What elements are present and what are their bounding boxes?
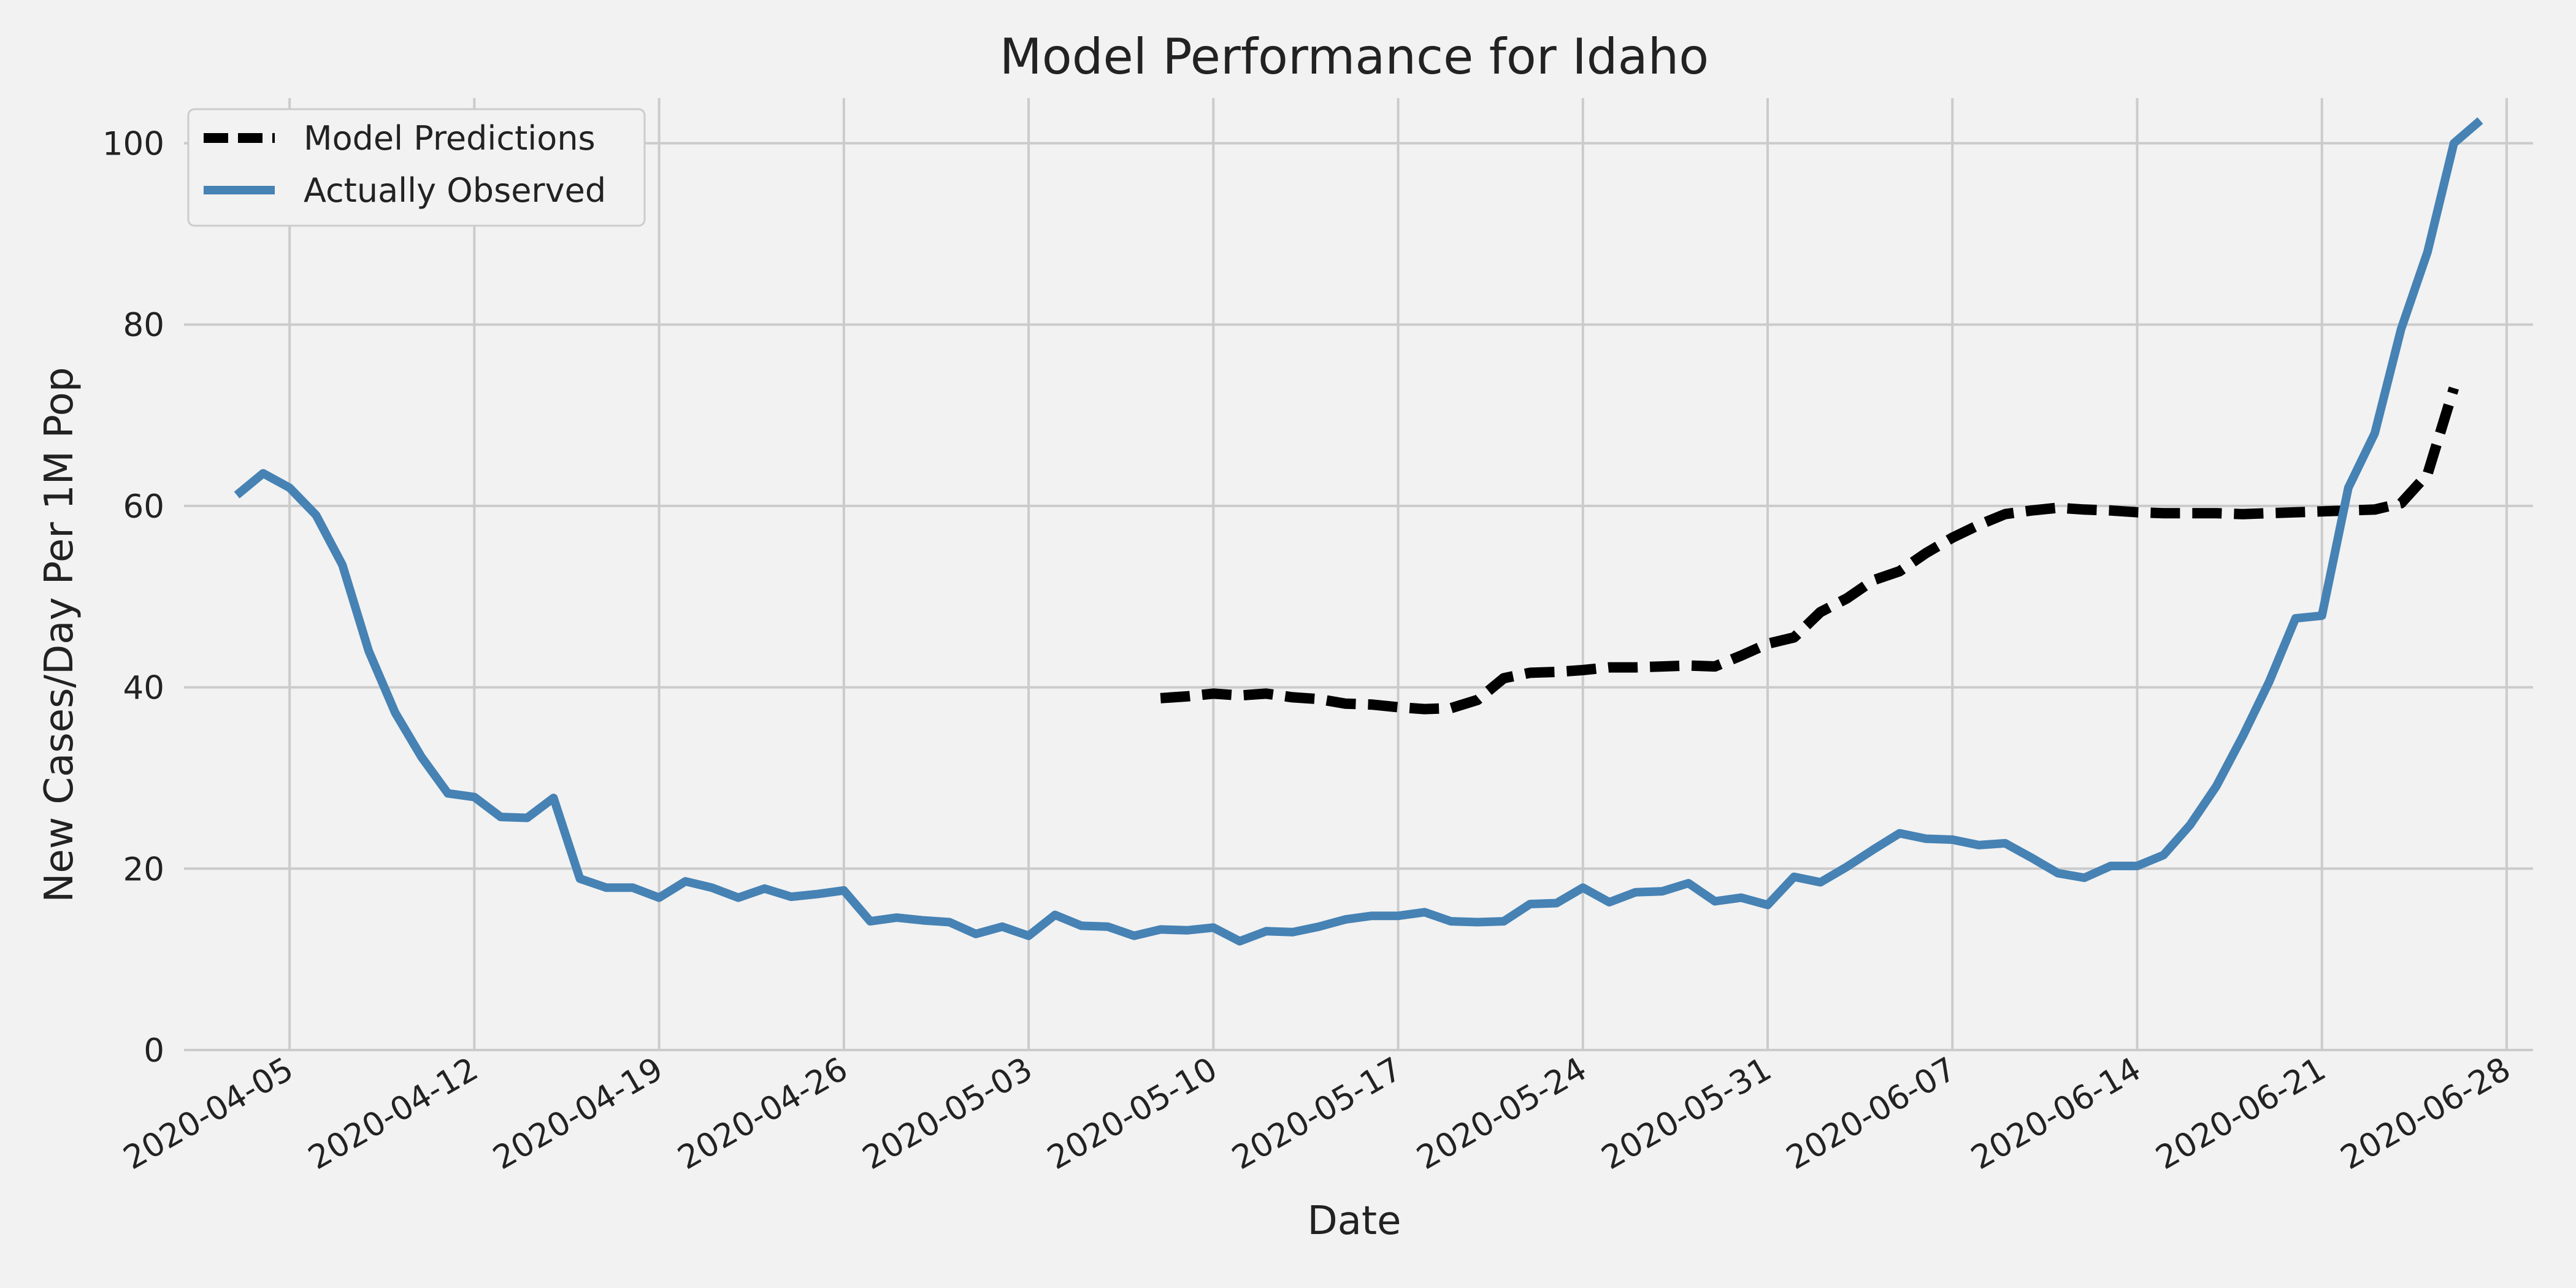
- y-axis-label: New Cases/Day Per 1M Pop: [37, 367, 82, 903]
- legend-box: [187, 108, 646, 227]
- grid: [184, 98, 2533, 1051]
- chart-title: Model Performance for Idaho: [1000, 28, 1709, 85]
- y-tick-label: 40: [123, 670, 164, 707]
- y-tick-label: 80: [123, 307, 164, 344]
- legend-label-model-predictions: Model Predictions: [304, 119, 596, 158]
- y-tick-label: 60: [123, 488, 164, 526]
- y-tick-label: 0: [144, 1032, 164, 1070]
- legend-label-actually-observed: Actually Observed: [304, 171, 606, 210]
- y-tick-label: 100: [102, 125, 164, 163]
- series-line-model-predictions: [1160, 386, 2459, 715]
- plot-area: [234, 117, 2483, 946]
- y-tick-label: 20: [123, 851, 164, 888]
- x-axis-label: Date: [1308, 1198, 1401, 1244]
- series-line-actually-observed: [234, 117, 2483, 946]
- legend: Model Predictions Actually Observed: [187, 108, 646, 227]
